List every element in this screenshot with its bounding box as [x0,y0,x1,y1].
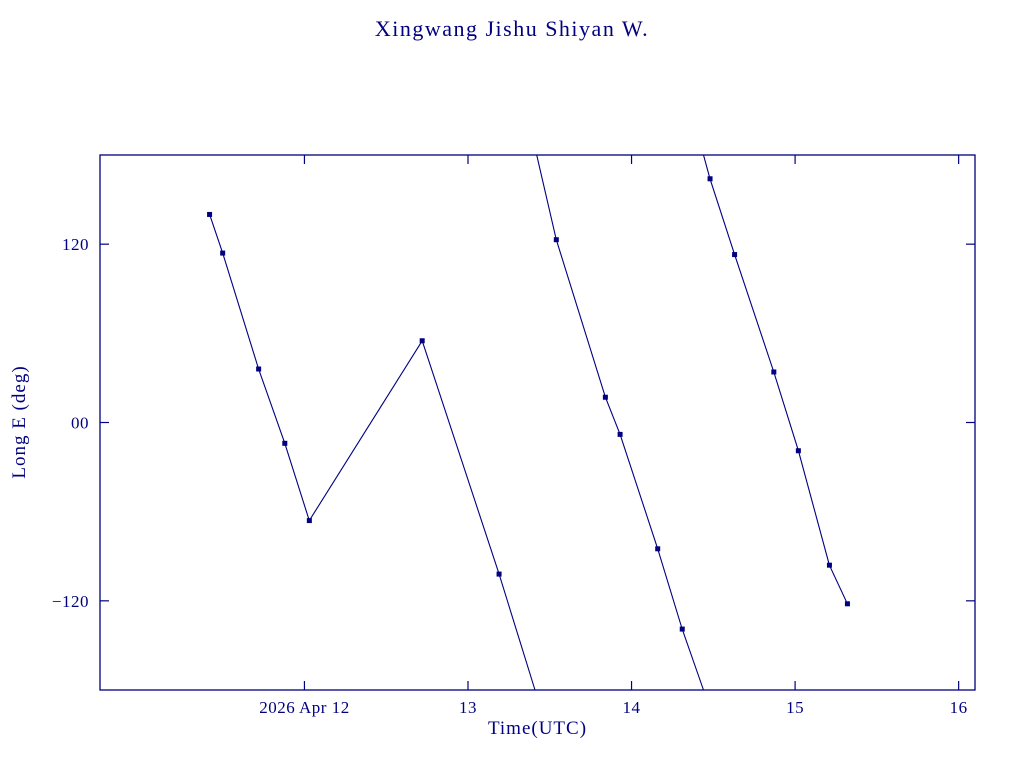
data-marker-pass-1 [282,440,288,446]
data-marker-pass-1 [496,571,502,577]
data-marker-pass-3 [707,176,713,182]
data-line-pass-2 [536,154,705,691]
data-marker-pass-3 [844,601,850,607]
x-tick-label: 13 [459,698,477,717]
y-tick-label: 120 [62,235,89,254]
x-tick-label: 16 [950,698,968,717]
y-tick-label: −120 [52,592,89,611]
data-marker-pass-1 [207,211,213,217]
data-marker-pass-3 [771,369,777,375]
data-marker-pass-3 [826,562,832,568]
data-marker-pass-1 [256,366,262,372]
data-line-pass-1 [209,214,536,691]
data-marker-pass-1 [306,518,312,524]
y-tick-label: 00 [71,414,89,433]
data-marker-pass-2 [553,237,559,243]
data-marker-pass-3 [732,252,738,258]
x-tick-label: 14 [623,698,641,717]
data-marker-pass-1 [419,338,425,344]
data-marker-pass-3 [795,448,801,454]
x-axis-label: Time(UTC) [487,718,588,739]
data-line-pass-3 [702,154,848,605]
data-marker-pass-2 [655,546,661,552]
x-tick-label: 2026 Apr 12 [259,698,350,717]
x-tick-label: 15 [786,698,804,717]
data-marker-pass-1 [220,250,226,256]
data-marker-pass-2 [617,431,623,437]
plot-frame [99,154,976,691]
data-marker-pass-2 [679,626,685,632]
chart-title: Xingwang Jishu Shiyan W. [374,16,650,41]
data-marker-pass-2 [602,394,608,400]
